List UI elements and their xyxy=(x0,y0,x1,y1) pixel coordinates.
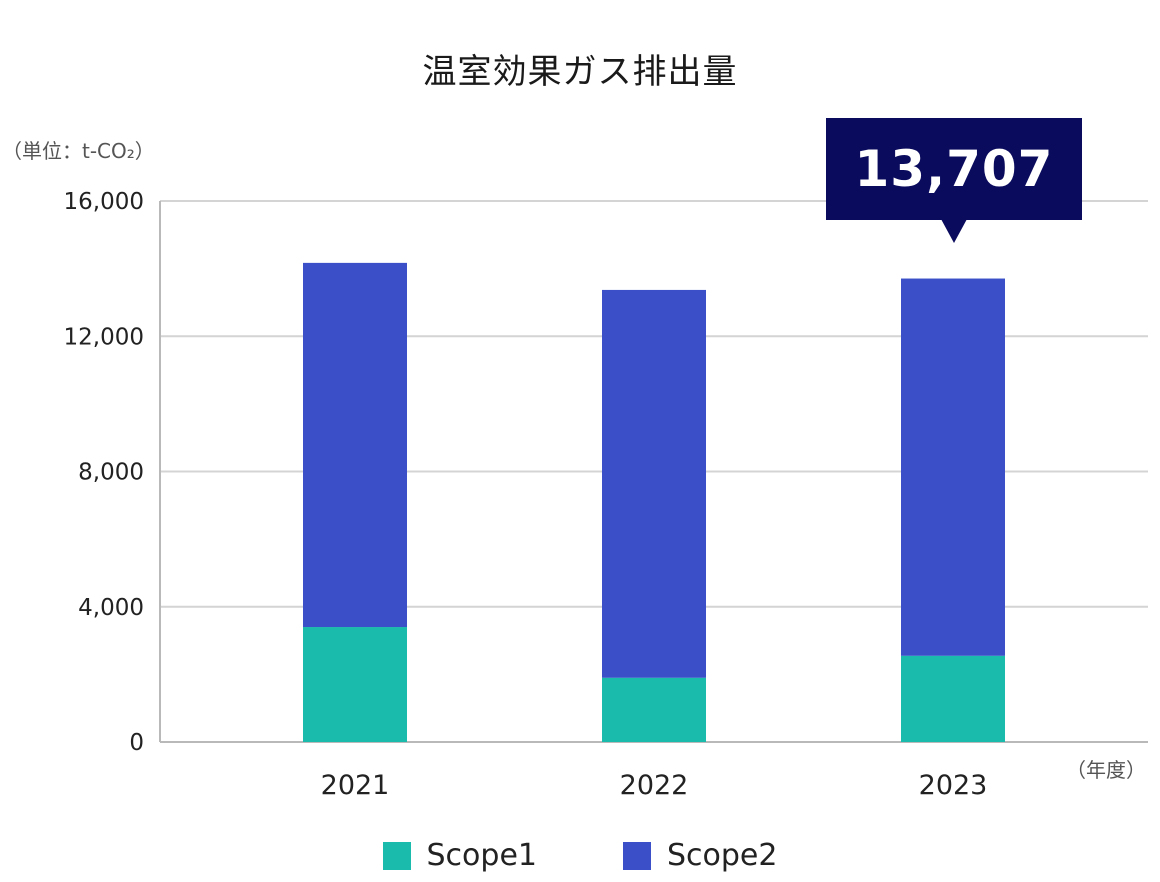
bar-scope1-2022 xyxy=(602,677,706,742)
legend-item-scope2: Scope2 xyxy=(623,838,777,873)
y-tick-label: 12,000 xyxy=(64,324,144,350)
y-tick-label: 16,000 xyxy=(64,189,144,215)
y-tick-label: 8,000 xyxy=(78,460,144,486)
x-tick-label: 2023 xyxy=(919,770,988,801)
bar-scope2-2022 xyxy=(602,289,706,678)
bar-scope2-2021 xyxy=(303,262,407,628)
total-callout-pointer xyxy=(941,219,967,243)
y-tick-label: 4,000 xyxy=(78,595,144,621)
legend: Scope1 Scope2 xyxy=(0,838,1160,873)
legend-label-scope1: Scope1 xyxy=(426,838,537,873)
x-tick-label: 2022 xyxy=(620,770,689,801)
chart-title: 温室効果ガス排出量 xyxy=(422,52,738,92)
x-tick-label: 2021 xyxy=(321,770,390,801)
legend-swatch-scope1 xyxy=(382,841,411,870)
y-tick-label: 0 xyxy=(129,730,144,756)
legend-item-scope1: Scope1 xyxy=(382,838,537,873)
total-callout: 13,707 xyxy=(826,118,1082,220)
bar-scope2-2023 xyxy=(901,278,1005,656)
x-axis-unit-label: （年度） xyxy=(1066,758,1146,782)
bar-scope1-2021 xyxy=(303,627,407,742)
legend-label-scope2: Scope2 xyxy=(667,838,778,873)
bar-scope1-2023 xyxy=(901,655,1005,742)
y-axis-unit-label: （単位：t-CO₂） xyxy=(2,139,155,163)
legend-swatch-scope2 xyxy=(623,841,651,870)
